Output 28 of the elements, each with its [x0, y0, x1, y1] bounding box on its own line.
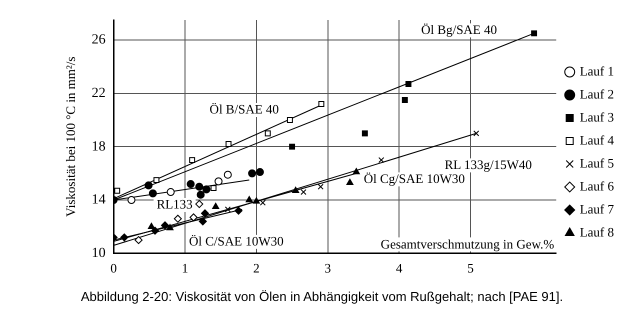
- text: Abbildung 2-20: Viskosität von Ölen in Abhängigkeit vom Rußgehalt; nach [PAE 91].: [80, 289, 564, 304]
- y-tick-label: 26: [92, 32, 106, 48]
- legend-label: Lauf 6: [580, 178, 614, 194]
- legend-label: Lauf 4: [580, 132, 614, 148]
- x-axis-title: Gesamtverschmutzung in Gew.%: [380, 236, 554, 252]
- x-tick-label: 3: [324, 260, 332, 276]
- y-tick-label: 18: [92, 139, 106, 154]
- series-label: Öl C/SAE 10W30: [188, 233, 284, 248]
- series-label: Öl Bg/SAE 40: [421, 22, 497, 37]
- legend-label: Lauf 3: [580, 109, 614, 124]
- y-axis-title: Viskosität bei 100 °C in mm²/s: [63, 56, 78, 217]
- y-tick-label: 10: [92, 246, 106, 262]
- legend-label: Lauf 5: [580, 155, 614, 170]
- x-tick-label: 5: [467, 260, 474, 276]
- legend-label: Lauf 8: [580, 224, 614, 240]
- y-tick-label: 22: [92, 86, 106, 102]
- x-tick-label: 0: [110, 260, 117, 276]
- x-tick-label: 1: [182, 260, 188, 276]
- series-label: Öl B/SAE 40: [210, 101, 279, 116]
- y-tick-label: 14: [92, 192, 106, 208]
- series-label: RL 133g/15W40: [444, 156, 532, 172]
- legend-label: Lauf 2: [580, 86, 614, 102]
- series-label: RL133: [156, 196, 193, 212]
- series-label: Öl Cg/SAE 10W30: [364, 170, 465, 186]
- x-tick-label: 2: [253, 260, 260, 276]
- legend-label: Lauf 7: [580, 201, 614, 216]
- x-tick-label: 4: [396, 260, 403, 276]
- legend-label: Lauf 1: [580, 63, 614, 78]
